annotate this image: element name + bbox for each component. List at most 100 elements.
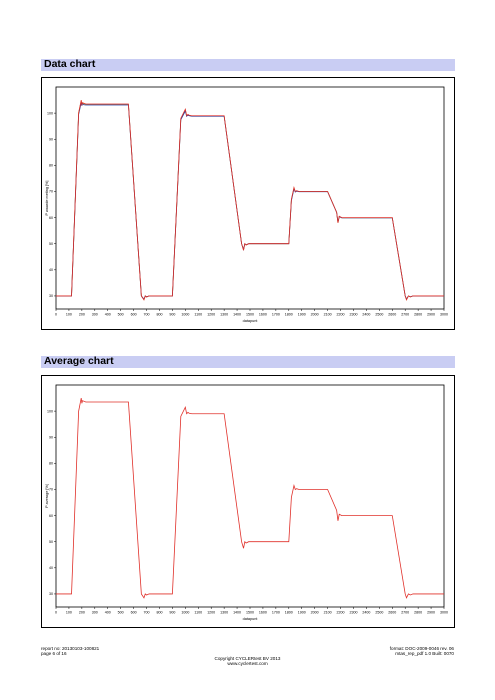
y-axis-label: P waarde meting [%]: [45, 181, 49, 216]
x-tick-label: 200: [79, 611, 85, 615]
y-tick-label: 100: [47, 111, 53, 115]
x-tick-label: 700: [144, 313, 150, 317]
y-tick-label: 60: [49, 216, 53, 220]
x-tick-label: 1400: [233, 313, 241, 317]
y-tick-label: 70: [49, 190, 53, 194]
x-tick-label: 1400: [233, 611, 241, 615]
x-tick-label: 1800: [285, 313, 293, 317]
x-tick-label: 2200: [337, 611, 345, 615]
x-tick-label: 600: [131, 313, 137, 317]
x-tick-label: 1200: [207, 313, 215, 317]
x-tick-label: 400: [105, 313, 111, 317]
x-tick-label: 800: [156, 611, 162, 615]
x-tick-label: 900: [169, 313, 175, 317]
y-tick-label: 40: [49, 566, 53, 570]
x-tick-label: 2600: [388, 611, 396, 615]
y-tick-label: 50: [49, 242, 53, 246]
x-tick-label: 0: [55, 611, 57, 615]
x-tick-label: 2400: [362, 611, 370, 615]
x-tick-label: 2000: [311, 611, 319, 615]
x-tick-label: 1000: [181, 611, 189, 615]
y-tick-label: 80: [49, 164, 53, 168]
website-text: www.cyclertest.com: [227, 661, 268, 667]
x-tick-label: 1600: [259, 313, 267, 317]
x-tick-label: 500: [118, 313, 124, 317]
series-line: [56, 101, 444, 301]
data-chart-section-title: Data chart: [44, 58, 96, 70]
series-line: [56, 102, 444, 300]
x-tick-label: 1200: [207, 611, 215, 615]
x-tick-label: 1500: [246, 313, 254, 317]
footer-right: format: DOC-2009-0046 rev. 06 mtas_rep_p…: [390, 646, 454, 657]
x-tick-label: 1700: [272, 313, 280, 317]
x-tick-label: 1800: [285, 611, 293, 615]
x-tick-label: 2200: [337, 313, 345, 317]
footer-left: report no: 20130103-100821 page 6 of 16: [41, 646, 99, 657]
y-axis-label: P average [%]: [45, 484, 49, 508]
x-tick-label: 1500: [246, 611, 254, 615]
x-tick-label: 100: [66, 313, 72, 317]
y-tick-label: 90: [49, 137, 53, 141]
x-tick-label: 2600: [388, 313, 396, 317]
x-tick-label: 2100: [324, 611, 332, 615]
x-axis-label: datapunt: [243, 319, 259, 323]
x-tick-label: 3000: [440, 313, 448, 317]
x-tick-label: 1100: [194, 313, 202, 317]
x-tick-label: 2700: [401, 611, 409, 615]
y-tick-label: 90: [49, 435, 53, 439]
average-chart-section-title: Average chart: [44, 355, 114, 367]
page-number: page 6 of 16: [41, 651, 67, 657]
x-tick-label: 800: [156, 313, 162, 317]
x-tick-label: 1300: [220, 611, 228, 615]
x-tick-label: 2700: [401, 313, 409, 317]
x-tick-label: 2500: [375, 313, 383, 317]
data-chart-section-header: Data chart: [41, 58, 455, 71]
x-tick-label: 700: [144, 611, 150, 615]
x-tick-label: 0: [55, 313, 57, 317]
plot-area: [55, 86, 445, 310]
series-line: [56, 99, 444, 301]
format-text: format: DOC-2009-0046 rev. 06: [389, 646, 454, 651]
build-text: mtas_rep_pdf 1.0 Built: 0070: [395, 651, 454, 657]
x-tick-label: 1700: [272, 611, 280, 615]
x-tick-label: 1900: [298, 611, 306, 615]
y-tick-label: 80: [49, 462, 53, 466]
x-tick-label: 2300: [349, 611, 357, 615]
x-tick-label: 1600: [259, 611, 267, 615]
y-tick-label: 30: [49, 294, 53, 298]
x-tick-label: 600: [131, 611, 137, 615]
x-tick-label: 100: [66, 611, 72, 615]
series-line: [56, 397, 444, 599]
y-tick-label: 60: [49, 514, 53, 518]
x-tick-label: 1900: [298, 313, 306, 317]
report-number: report no: 20130103-100821: [41, 646, 100, 651]
x-axis-label: datapunt: [243, 617, 259, 621]
x-tick-label: 300: [92, 313, 98, 317]
x-tick-label: 400: [105, 611, 111, 615]
x-tick-label: 3000: [440, 611, 448, 615]
average-chart-section-header: Average chart: [41, 355, 455, 368]
x-tick-label: 2000: [311, 313, 319, 317]
y-tick-label: 50: [49, 540, 53, 544]
x-tick-label: 500: [118, 611, 124, 615]
y-tick-label: 100: [47, 409, 53, 413]
x-tick-label: 1300: [220, 313, 228, 317]
x-tick-label: 2300: [349, 313, 357, 317]
x-tick-label: 300: [92, 611, 98, 615]
y-tick-label: 30: [49, 592, 53, 596]
footer-center: Copyright CYCLERtest BV 2013 www.cyclert…: [0, 656, 495, 667]
plot-area: [55, 384, 445, 608]
x-tick-label: 2400: [362, 313, 370, 317]
y-tick-label: 70: [49, 488, 53, 492]
x-tick-label: 2100: [324, 313, 332, 317]
average-chart-frame: 30 40 50 60 70 80 90 100 0 100 200 300 400 500 600 700 8…: [41, 375, 455, 628]
data-chart-frame: 30 40 50 60 70 80 90 100 0 100 200 300 400 500 600 700 8…: [41, 77, 455, 330]
x-tick-label: 2500: [375, 611, 383, 615]
x-tick-label: 2900: [427, 611, 435, 615]
copyright-text: Copyright CYCLERtest BV 2013: [214, 656, 281, 661]
x-tick-label: 200: [79, 313, 85, 317]
x-tick-label: 1100: [194, 611, 202, 615]
x-tick-label: 1000: [181, 313, 189, 317]
x-tick-label: 2900: [427, 313, 435, 317]
